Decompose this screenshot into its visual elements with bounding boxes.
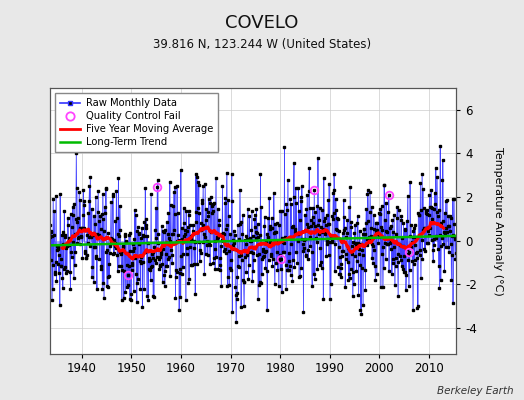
Legend: Raw Monthly Data, Quality Control Fail, Five Year Moving Average, Long-Term Tren: Raw Monthly Data, Quality Control Fail, … <box>55 93 218 152</box>
Text: COVELO: COVELO <box>225 14 299 32</box>
Text: 39.816 N, 123.244 W (United States): 39.816 N, 123.244 W (United States) <box>153 38 371 51</box>
Y-axis label: Temperature Anomaly (°C): Temperature Anomaly (°C) <box>494 147 504 295</box>
Text: Berkeley Earth: Berkeley Earth <box>437 386 514 396</box>
